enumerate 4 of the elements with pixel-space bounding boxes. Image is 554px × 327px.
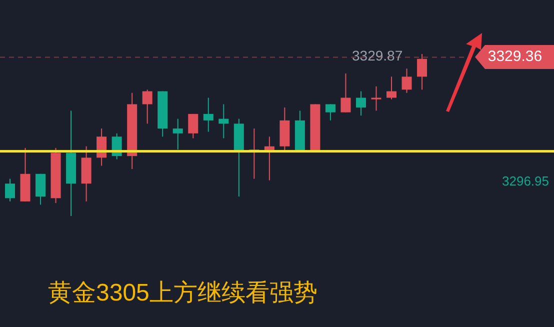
annotation: 3329.87 (352, 48, 403, 64)
text: 黄金3305上方继续看强势 (48, 279, 318, 306)
text: 3296.95 (502, 173, 549, 188)
text: 3329.36 (488, 48, 542, 65)
